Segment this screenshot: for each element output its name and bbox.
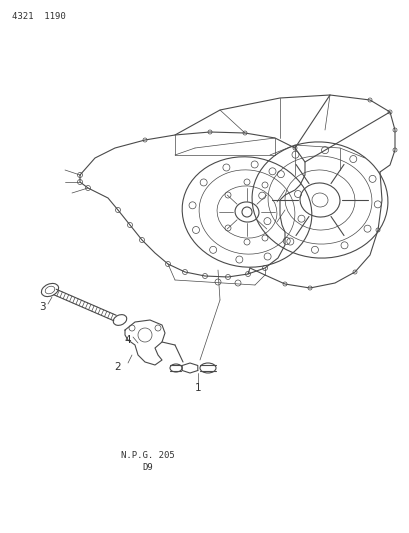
Text: 4: 4 — [124, 335, 131, 345]
Text: 2: 2 — [115, 362, 121, 372]
Text: 4321  1190: 4321 1190 — [12, 12, 65, 21]
Text: N.P.G. 205: N.P.G. 205 — [121, 450, 175, 459]
Text: 3: 3 — [38, 302, 45, 312]
Text: 1: 1 — [194, 383, 201, 393]
Text: D9: D9 — [142, 464, 153, 472]
